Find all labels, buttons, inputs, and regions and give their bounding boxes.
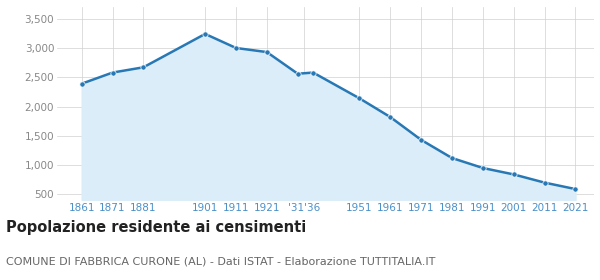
Text: Popolazione residente ai censimenti: Popolazione residente ai censimenti: [6, 220, 306, 235]
Text: COMUNE DI FABBRICA CURONE (AL) - Dati ISTAT - Elaborazione TUTTITALIA.IT: COMUNE DI FABBRICA CURONE (AL) - Dati IS…: [6, 256, 436, 266]
